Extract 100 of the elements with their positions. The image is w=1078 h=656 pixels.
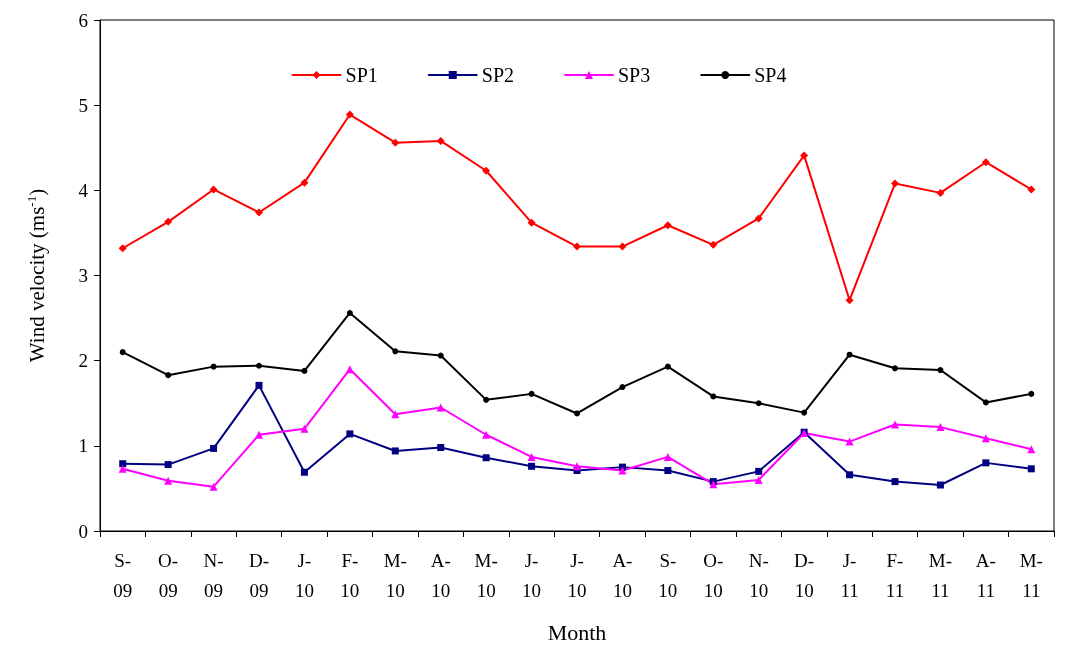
point bbox=[436, 136, 445, 145]
x-tick-label: N-09 bbox=[203, 549, 224, 601]
x-tick-label: F-11 bbox=[885, 549, 905, 601]
x-tick-label: J-11 bbox=[840, 549, 859, 601]
point bbox=[164, 217, 173, 226]
point bbox=[936, 188, 945, 197]
point bbox=[118, 464, 127, 473]
point bbox=[345, 110, 354, 119]
x-tick-label: M-11 bbox=[1019, 549, 1043, 601]
point bbox=[846, 351, 853, 358]
point bbox=[936, 481, 944, 489]
point bbox=[437, 444, 445, 452]
point bbox=[755, 400, 762, 407]
point bbox=[981, 434, 990, 443]
point bbox=[165, 372, 172, 379]
x-tick-label: S-09 bbox=[113, 549, 133, 601]
point bbox=[255, 208, 263, 217]
point bbox=[1028, 390, 1035, 397]
point bbox=[436, 403, 445, 412]
x-tick-label: O-09 bbox=[158, 549, 179, 601]
y-tick-label: 3 bbox=[78, 265, 88, 286]
y-tick-label: 0 bbox=[78, 520, 88, 542]
x-tick-label: J-10 bbox=[294, 549, 314, 601]
point bbox=[891, 478, 899, 486]
point bbox=[754, 475, 763, 484]
legend-label: SP4 bbox=[754, 64, 787, 86]
point bbox=[346, 430, 354, 438]
point bbox=[119, 460, 127, 468]
point bbox=[618, 466, 627, 475]
point bbox=[392, 348, 399, 355]
point bbox=[664, 363, 671, 370]
x-tick-label: S-10 bbox=[658, 549, 678, 601]
point bbox=[982, 459, 990, 467]
y-tick-label: 4 bbox=[78, 179, 89, 201]
x-tick-label: O-10 bbox=[703, 549, 724, 601]
point bbox=[573, 462, 581, 471]
point bbox=[845, 296, 854, 305]
point bbox=[300, 468, 308, 476]
point bbox=[663, 221, 672, 230]
x-tick-label: A-11 bbox=[975, 549, 996, 601]
y-tick-label: 5 bbox=[78, 94, 88, 116]
point bbox=[391, 138, 400, 147]
point bbox=[845, 437, 854, 446]
x-tick-label: M-11 bbox=[928, 549, 953, 601]
x-tick-label: N-10 bbox=[748, 549, 769, 601]
point bbox=[391, 447, 399, 455]
point bbox=[255, 430, 263, 439]
point bbox=[618, 242, 627, 251]
point bbox=[119, 349, 126, 356]
point bbox=[574, 410, 580, 417]
point bbox=[709, 240, 718, 249]
x-tick-label: J-10 bbox=[567, 549, 587, 601]
x-tick-label: A-10 bbox=[612, 549, 633, 601]
point bbox=[800, 151, 809, 160]
point bbox=[301, 367, 308, 374]
point bbox=[527, 452, 536, 461]
point bbox=[981, 158, 990, 167]
x-tick-label: M-10 bbox=[383, 549, 407, 601]
point bbox=[528, 462, 536, 470]
point bbox=[300, 178, 309, 187]
point bbox=[528, 390, 535, 397]
point bbox=[891, 420, 899, 429]
point bbox=[210, 363, 217, 370]
x-tick-label: J-10 bbox=[522, 549, 542, 601]
point bbox=[345, 365, 354, 374]
point bbox=[482, 454, 490, 462]
y-tick-label: 6 bbox=[78, 9, 88, 31]
point bbox=[118, 244, 127, 253]
x-tick-label: D-09 bbox=[248, 549, 270, 601]
point bbox=[209, 185, 218, 194]
x-tick-label: D-10 bbox=[794, 549, 815, 601]
point bbox=[664, 467, 672, 475]
point bbox=[1027, 185, 1036, 194]
point bbox=[801, 409, 808, 416]
point bbox=[573, 242, 581, 251]
point bbox=[663, 452, 672, 461]
point bbox=[346, 309, 353, 316]
point bbox=[937, 367, 944, 374]
y-axis-title: Wind velocity (ms-1) bbox=[24, 188, 49, 363]
y-tick-label: 1 bbox=[78, 435, 88, 457]
legend-label: SP2 bbox=[481, 64, 514, 86]
point bbox=[164, 461, 172, 469]
x-tick-label: M-10 bbox=[474, 549, 498, 601]
y-tick-label: 2 bbox=[78, 350, 88, 372]
point bbox=[891, 179, 899, 188]
point bbox=[300, 424, 309, 433]
point bbox=[754, 214, 763, 223]
point bbox=[255, 381, 263, 389]
point bbox=[482, 166, 491, 175]
point bbox=[483, 396, 490, 403]
legend-label: SP1 bbox=[345, 64, 378, 86]
x-tick-label: F-10 bbox=[340, 549, 360, 601]
legend-label: SP3 bbox=[618, 64, 651, 86]
point bbox=[210, 444, 218, 452]
point bbox=[982, 399, 989, 406]
point bbox=[846, 471, 854, 479]
point bbox=[482, 430, 491, 439]
point bbox=[527, 218, 536, 227]
x-tick-label: A-10 bbox=[430, 549, 451, 601]
x-axis-title: Month bbox=[547, 619, 607, 645]
